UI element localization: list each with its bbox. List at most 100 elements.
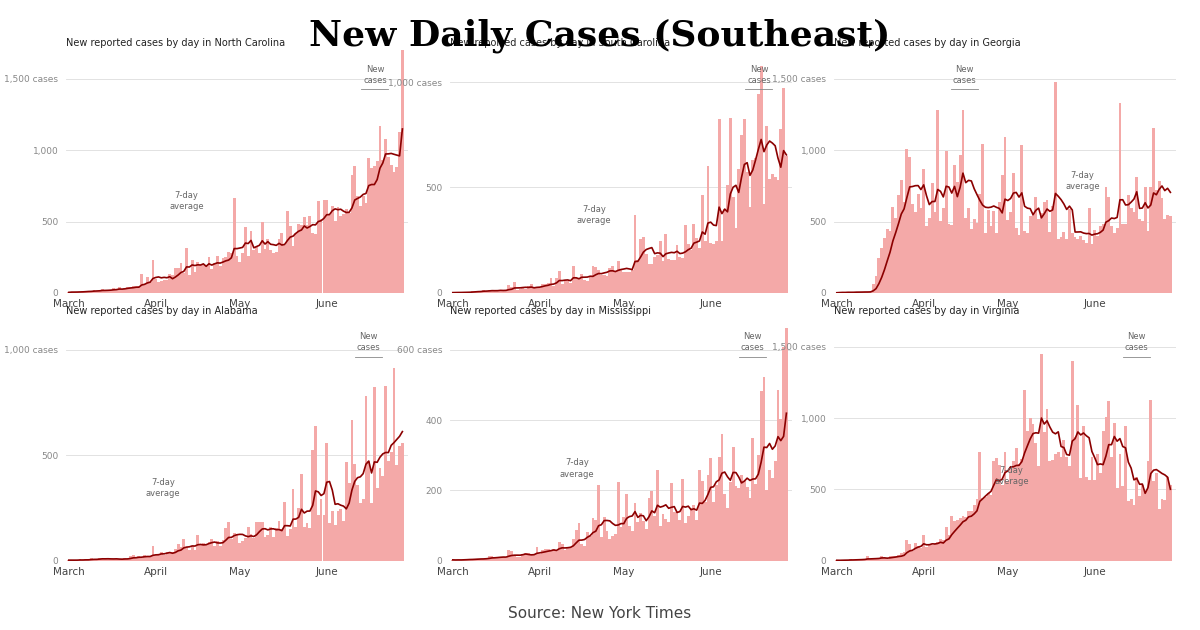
Bar (684, 225, 686, 293)
Bar (1068, 466, 1070, 561)
Bar (476, 291, 480, 293)
Bar (875, 277, 877, 293)
Bar (1026, 432, 1028, 561)
Bar (367, 158, 370, 293)
Bar (684, 524, 686, 561)
Bar (1108, 197, 1110, 293)
Bar (524, 553, 527, 561)
Bar (1062, 440, 1066, 561)
Bar (847, 292, 850, 293)
Bar (682, 479, 684, 561)
Bar (224, 257, 227, 293)
Bar (572, 539, 575, 561)
Bar (241, 541, 244, 561)
Bar (306, 226, 308, 293)
Bar (661, 515, 665, 561)
Bar (334, 525, 336, 561)
Bar (1110, 226, 1112, 293)
Bar (986, 493, 990, 561)
Bar (564, 550, 566, 561)
Bar (176, 544, 180, 561)
Bar (592, 266, 594, 293)
Bar (606, 276, 608, 293)
Bar (636, 522, 640, 561)
Bar (695, 238, 698, 293)
Bar (894, 556, 898, 561)
Bar (306, 523, 308, 561)
Bar (919, 548, 923, 561)
Bar (463, 559, 466, 561)
Bar (294, 527, 298, 561)
Bar (1160, 499, 1163, 561)
Bar (1051, 460, 1054, 561)
Bar (151, 260, 155, 293)
Bar (556, 551, 558, 561)
Bar (535, 547, 539, 561)
Bar (160, 281, 163, 293)
Bar (101, 558, 104, 561)
Bar (1104, 417, 1108, 561)
Bar (586, 532, 589, 561)
Bar (356, 196, 359, 293)
Bar (88, 291, 90, 293)
Bar (149, 556, 151, 561)
Bar (575, 530, 577, 561)
Bar (1087, 480, 1091, 561)
Bar (866, 292, 869, 293)
Bar (126, 287, 130, 293)
Bar (1066, 239, 1068, 293)
Text: 7-day
average: 7-day average (995, 466, 1030, 486)
Bar (109, 290, 113, 293)
Bar (493, 291, 497, 293)
Bar (308, 215, 311, 293)
Bar (698, 470, 701, 561)
Bar (860, 559, 864, 561)
Bar (754, 484, 757, 561)
Bar (516, 557, 518, 561)
Bar (698, 248, 701, 293)
Bar (1150, 401, 1152, 561)
Bar (770, 478, 774, 561)
Bar (140, 275, 143, 293)
Bar (1146, 231, 1150, 293)
Bar (168, 275, 172, 293)
Bar (1138, 219, 1141, 293)
Bar (642, 238, 644, 293)
Bar (709, 243, 712, 293)
Bar (344, 209, 348, 293)
Bar (350, 420, 353, 561)
Bar (982, 144, 984, 293)
Bar (208, 542, 210, 561)
Bar (653, 516, 656, 561)
Bar (990, 226, 992, 293)
Bar (850, 559, 852, 561)
Bar (995, 457, 998, 561)
Bar (600, 275, 602, 293)
Bar (317, 201, 319, 293)
Bar (692, 505, 695, 561)
Bar (348, 483, 350, 561)
Bar (1076, 239, 1079, 293)
Bar (191, 260, 193, 293)
Bar (976, 223, 978, 293)
Bar (130, 556, 132, 561)
Bar (472, 559, 474, 561)
Bar (392, 172, 395, 293)
Bar (611, 536, 614, 561)
Bar (1045, 200, 1049, 293)
Bar (1154, 190, 1158, 293)
Bar (973, 219, 976, 293)
Bar (583, 280, 586, 293)
Bar (892, 556, 894, 561)
Bar (202, 542, 205, 561)
Bar (749, 498, 751, 561)
Bar (239, 544, 241, 561)
Bar (172, 552, 174, 561)
Bar (499, 290, 502, 293)
Bar (124, 289, 126, 293)
Bar (1007, 220, 1009, 293)
Bar (976, 499, 978, 561)
Bar (782, 347, 785, 561)
Bar (468, 559, 472, 561)
Bar (728, 118, 732, 293)
